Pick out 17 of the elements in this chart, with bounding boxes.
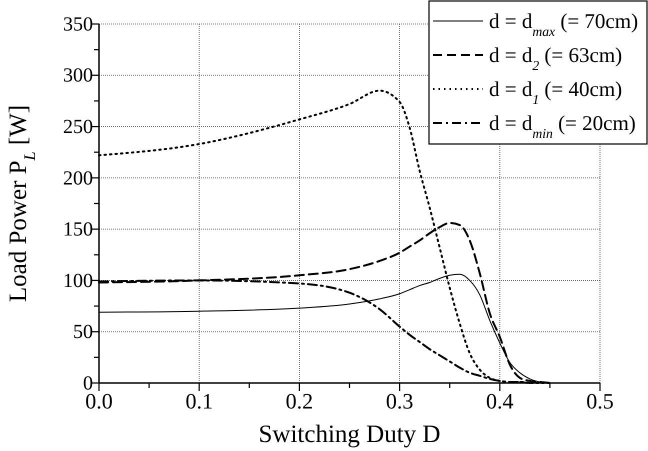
x-axis-title: Switching Duty D <box>258 421 440 448</box>
legend-label: d = d$_{min}$ (= 20cm) <box>489 111 636 140</box>
x-tick-label: 0.2 <box>286 388 314 414</box>
y-tick-label: 350 <box>63 13 93 36</box>
x-tick-label: 0.4 <box>486 388 514 414</box>
x-tick-label: 0.5 <box>586 388 614 414</box>
x-tick-label: 0.3 <box>386 388 414 414</box>
legend-label: d = d$_{max}$ (= 70cm) <box>489 9 638 38</box>
y-tick-label: 150 <box>63 218 93 241</box>
legend-label: d = d$_{1}$ (= 40cm) <box>489 77 622 106</box>
legend-label: d = d$_{2}$ (= 63cm) <box>489 43 622 72</box>
y-tick-label: 100 <box>63 270 93 292</box>
y-tick-label: 250 <box>63 116 93 138</box>
x-tick-label: 0.1 <box>185 388 213 414</box>
y-tick-label: 300 <box>63 64 93 87</box>
y-tick-label: 200 <box>63 167 93 190</box>
y-tick-label: 50 <box>73 321 93 344</box>
